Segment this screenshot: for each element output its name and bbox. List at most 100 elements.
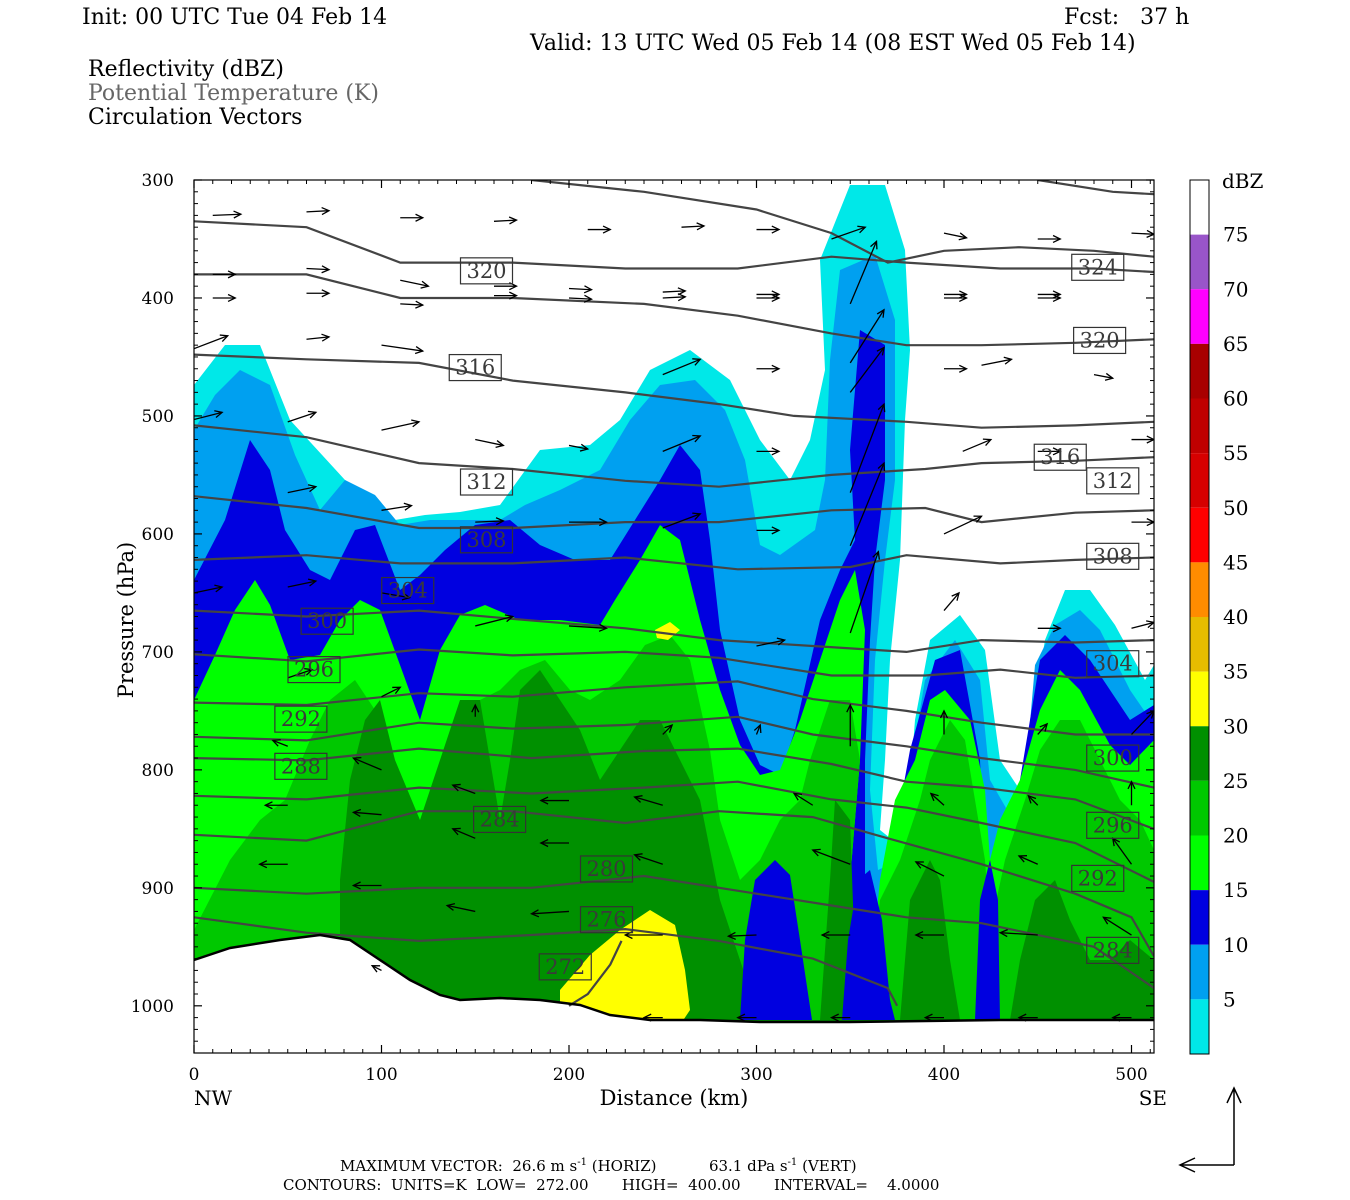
contour-label-text: 288 [281, 754, 321, 778]
circulation-vector [212, 210, 243, 219]
circulation-vector [194, 410, 224, 421]
colorbar-label: 35 [1223, 660, 1248, 684]
contour-label: 272 [538, 953, 592, 981]
circulation-vector [1037, 293, 1062, 303]
circulation-vector [568, 285, 593, 294]
circulation-vector [981, 356, 1013, 366]
contour-label-text: 304 [388, 579, 428, 603]
unit-exponent: -1 [787, 1157, 798, 1168]
circulation-vector [400, 213, 425, 222]
circulation-vector [1102, 916, 1132, 936]
circulation-vector [451, 827, 476, 839]
contour-label: 284 [473, 805, 527, 834]
circulation-vector [212, 270, 237, 279]
theta-contour-296 [194, 715, 1154, 789]
circulation-vector [756, 290, 781, 299]
colorbar-swatch [1190, 289, 1209, 344]
colorbar-swatch [1190, 671, 1209, 727]
endpoint-nw: NW [194, 1086, 233, 1110]
circulation-vector [849, 239, 878, 305]
reflectivity-35-dbz-area [560, 622, 690, 1025]
theta-contour-284 [194, 810, 1154, 957]
theta-contour-280 [194, 874, 1154, 990]
circulation-vector [662, 723, 674, 735]
colorbar-swatch [1190, 507, 1209, 563]
colorbar-label: 40 [1223, 605, 1248, 629]
circulation-vector [568, 623, 608, 632]
theta-contour-upper-16 [531, 180, 1154, 264]
colorbar-swatch [1190, 890, 1209, 945]
circulation-vector [271, 739, 288, 747]
circulation-vector [381, 419, 421, 431]
contour-label: 308 [459, 526, 514, 554]
circulation-vector [400, 300, 425, 309]
circulation-vector [633, 853, 663, 865]
circulation-vector [287, 667, 314, 679]
circulation-vector [493, 216, 518, 225]
circulation-vector [451, 783, 476, 795]
reference-vector-icon [1178, 1086, 1242, 1173]
contour-label: 308 [1086, 542, 1140, 570]
contour-label-text: 284 [480, 807, 520, 831]
circulation-vector [381, 686, 402, 698]
circulation-vector [753, 723, 762, 735]
circulation-vector [568, 294, 593, 303]
circulation-vector [306, 206, 331, 216]
contour-label: 300 [1086, 744, 1140, 772]
contour-label-text: 304 [1093, 652, 1133, 676]
circulation-vector [681, 222, 706, 231]
colorbar-swatch [1190, 999, 1209, 1054]
contour-label-text: 276 [586, 908, 626, 932]
circulation-vector [944, 293, 968, 303]
circulation-vector [929, 792, 945, 806]
circulation-vector [475, 614, 515, 627]
circulation-vector [736, 1013, 757, 1022]
contour-label: 300 [300, 607, 354, 635]
circulation-vector [914, 861, 945, 877]
circulation-vector [381, 344, 425, 355]
circulation-vector [849, 346, 885, 393]
circulation-vector [820, 930, 851, 940]
theta-contour-upper-17 [1037, 180, 1154, 196]
contour-label-text: 296 [1093, 813, 1133, 837]
circulation-vector [1127, 780, 1136, 806]
contour-label-layer: 320 324 316 320 312 316 312 308 308 304 300 304 296 2… [274, 253, 1140, 981]
circulation-vector [633, 795, 663, 806]
y-tick-label: 900 [142, 879, 174, 899]
reflectivity-15-dbz-low-core [740, 860, 1000, 1020]
contour-label-text: 300 [307, 609, 347, 633]
colorbar-swatch [1190, 726, 1209, 781]
circulation-vector [662, 287, 687, 296]
unit-exponent: -1 [577, 1157, 587, 1168]
circulation-vector [306, 289, 331, 298]
circulation-vector [962, 438, 993, 452]
circulation-vector [1017, 855, 1039, 865]
contour-label: 316 [448, 353, 502, 382]
reflectivity-colorbar: 5 10 15 20 25 30 35 40 45 50 55 60 65 70 75 [1189, 179, 1248, 1055]
y-tick-label: 600 [142, 525, 174, 545]
colorbar-label: 15 [1223, 878, 1248, 902]
circulation-vector [662, 512, 702, 529]
contour-label: 304 [381, 576, 435, 605]
circulation-vector [351, 808, 382, 817]
max-vector-horiz: MAXIMUM VECTOR: 26.6 m s [340, 1157, 578, 1175]
contour-info: CONTOURS: UNITS=K LOW= 272.00 HIGH= 400.… [283, 1176, 940, 1194]
circulation-vector [530, 909, 570, 918]
colorbar-swatch [1190, 562, 1209, 617]
circulation-vector [849, 461, 886, 546]
circulation-vector [1037, 290, 1062, 299]
circulation-vector [494, 291, 518, 300]
circulation-vector [1037, 447, 1062, 456]
circulation-vector [1131, 620, 1154, 629]
circulation-vector [370, 965, 382, 973]
contour-label: 276 [579, 906, 634, 934]
colorbar-label: 75 [1223, 223, 1248, 247]
circulation-vector [1131, 710, 1154, 735]
x-tick-label: 500 [1115, 1065, 1147, 1085]
circulation-vector [587, 225, 612, 234]
circulation-vector [662, 358, 702, 376]
contour-label: 296 [1086, 811, 1140, 839]
x-tick-label: 400 [928, 1065, 960, 1085]
field-reflectivity: Reflectivity (dBZ) [88, 57, 284, 82]
